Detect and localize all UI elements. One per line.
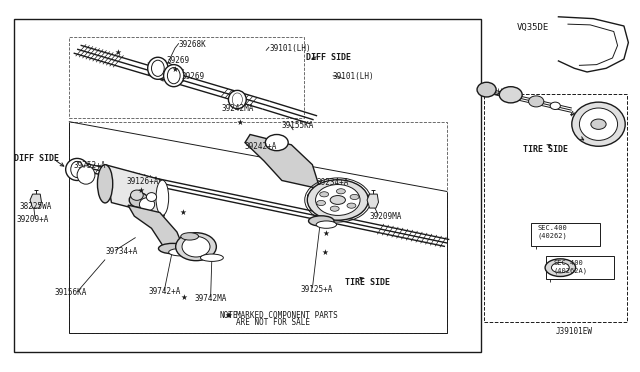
Ellipse shape [147,193,157,202]
Ellipse shape [66,158,88,180]
Text: ★: ★ [323,229,330,238]
Ellipse shape [591,119,606,129]
Ellipse shape [129,193,148,207]
Ellipse shape [169,248,191,256]
Text: 39269: 39269 [181,72,205,81]
Ellipse shape [572,102,625,146]
Bar [531,223,600,246]
Text: 39752+A: 39752+A [74,161,106,170]
Ellipse shape [316,221,337,228]
Ellipse shape [164,65,184,87]
Polygon shape [30,194,42,208]
Text: MARKED COMPONENT PARTS: MARKED COMPONENT PARTS [236,311,338,320]
Text: DIFF SIDE: DIFF SIDE [306,53,351,62]
Ellipse shape [550,102,561,109]
Ellipse shape [168,68,180,84]
Text: ★: ★ [115,48,121,57]
Text: SEC.400
(40262): SEC.400 (40262) [538,225,567,239]
Text: ★: ★ [172,64,179,74]
Ellipse shape [307,180,369,220]
Text: ★: ★ [137,186,144,195]
Bar [13,19,481,352]
Ellipse shape [347,203,356,208]
Polygon shape [105,165,164,216]
Ellipse shape [71,161,83,177]
Text: 39242+A: 39242+A [245,142,277,151]
Ellipse shape [330,206,339,211]
Ellipse shape [175,233,216,261]
Text: 39268K: 39268K [179,40,207,49]
Bar [69,122,447,333]
Ellipse shape [308,216,334,226]
Bar [69,37,304,118]
Ellipse shape [156,180,169,215]
Ellipse shape [152,60,164,76]
Text: 39125+A: 39125+A [301,285,333,294]
Ellipse shape [77,166,95,184]
Text: 39155KA: 39155KA [282,121,314,130]
Ellipse shape [159,243,186,254]
Text: 39126+A: 39126+A [127,177,159,186]
Ellipse shape [97,165,113,203]
Text: 39242MA: 39242MA [221,104,254,113]
Polygon shape [245,135,320,189]
Text: ★: ★ [322,248,328,257]
Text: TIRE SIDE: TIRE SIDE [524,145,568,154]
Text: ★: ★ [180,293,188,302]
Ellipse shape [182,236,210,257]
Bar [484,94,627,322]
Ellipse shape [545,259,575,276]
Text: J39101EW: J39101EW [556,327,592,336]
Polygon shape [367,194,378,208]
Ellipse shape [330,196,346,204]
Ellipse shape [140,198,155,211]
Text: ARE NOT FOR SALE: ARE NOT FOR SALE [236,318,310,327]
Text: DIFF SIDE: DIFF SIDE [13,154,58,163]
Ellipse shape [579,108,618,140]
Text: ★: ★ [225,311,231,320]
Ellipse shape [477,82,496,97]
Text: VQ35DE: VQ35DE [517,23,549,32]
Text: 39742+A: 39742+A [148,288,180,296]
Text: ★: ★ [236,118,243,127]
Text: 39234+A: 39234+A [317,178,349,187]
Ellipse shape [228,90,246,109]
Text: ★: ★ [225,311,232,320]
Ellipse shape [529,96,544,107]
Ellipse shape [350,195,359,199]
Ellipse shape [320,192,328,197]
Ellipse shape [131,190,143,201]
Text: SEC.400
(40262A): SEC.400 (40262A) [554,260,588,274]
Ellipse shape [200,254,223,262]
Text: 38225WA: 38225WA [20,202,52,211]
Text: 39209+A: 39209+A [16,215,49,224]
Text: 39156KA: 39156KA [54,288,86,297]
Ellipse shape [266,135,288,151]
Bar [546,256,614,279]
Polygon shape [128,205,185,252]
Ellipse shape [499,87,522,103]
Ellipse shape [317,201,326,206]
Text: 39742MA: 39742MA [194,294,227,303]
Text: ★: ★ [180,208,187,217]
Text: 39101(LH): 39101(LH) [333,72,374,81]
Text: 39209MA: 39209MA [369,212,402,221]
Text: NOTE:: NOTE: [220,311,243,320]
Ellipse shape [148,57,168,79]
Text: TIRE SIDE: TIRE SIDE [346,278,390,287]
Text: 39734+A: 39734+A [105,247,138,256]
Ellipse shape [552,263,569,273]
Text: 39269: 39269 [166,57,189,65]
Ellipse shape [232,93,243,106]
Ellipse shape [337,189,346,194]
Ellipse shape [316,185,360,215]
Text: 39101(LH): 39101(LH) [269,44,311,52]
Ellipse shape [180,233,198,240]
